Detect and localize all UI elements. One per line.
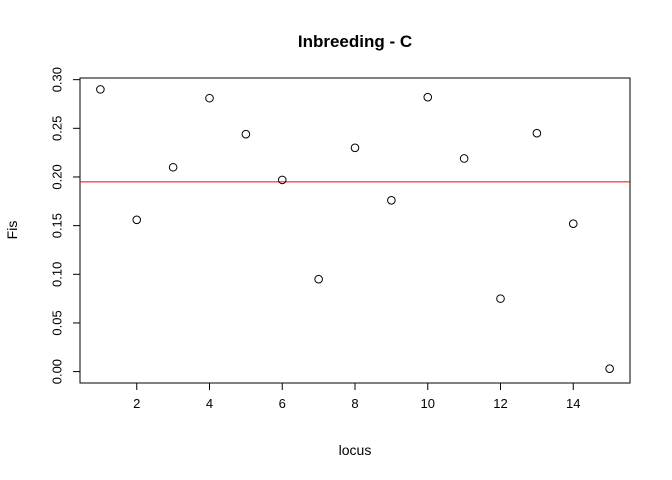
y-tick-label: 0.30 bbox=[49, 67, 64, 92]
x-tick-label: 6 bbox=[279, 396, 286, 411]
plot-frame bbox=[79, 77, 631, 384]
data-point bbox=[423, 92, 433, 102]
x-tick-label: 14 bbox=[566, 396, 580, 411]
data-point bbox=[532, 128, 542, 138]
y-tick-label: 0.25 bbox=[49, 116, 64, 141]
data-point bbox=[459, 154, 469, 163]
x-tick-label: 2 bbox=[133, 396, 140, 411]
x-tick-label: 12 bbox=[493, 396, 507, 411]
y-tick-label: 0.10 bbox=[49, 262, 64, 287]
x-axis-label: locus bbox=[339, 442, 372, 458]
data-point bbox=[314, 274, 323, 284]
x-tick-label: 4 bbox=[206, 396, 213, 411]
data-point bbox=[605, 364, 614, 373]
data-point bbox=[387, 196, 396, 205]
y-tick-label: 0.15 bbox=[49, 213, 64, 238]
chart-title: Inbreeding - C bbox=[298, 32, 412, 51]
data-point bbox=[350, 143, 360, 153]
data-points bbox=[96, 85, 614, 373]
data-point bbox=[241, 129, 251, 139]
data-point bbox=[168, 162, 178, 172]
data-point bbox=[277, 175, 287, 185]
data-point bbox=[568, 219, 578, 228]
data-point bbox=[132, 215, 142, 225]
y-tick-label: 0.00 bbox=[49, 359, 64, 384]
y-axis: 0.00 0.05 0.10 0.15 0.20 0.25 0.30 bbox=[49, 67, 81, 384]
data-point bbox=[496, 294, 505, 303]
y-tick-label: 0.20 bbox=[49, 164, 64, 189]
data-point bbox=[96, 85, 105, 94]
y-axis-label: Fis bbox=[4, 221, 20, 240]
data-point bbox=[205, 93, 214, 103]
y-tick-label: 0.05 bbox=[49, 310, 64, 335]
x-axis: 2 4 6 8 10 12 14 bbox=[133, 382, 580, 411]
x-tick-label: 8 bbox=[351, 396, 358, 411]
x-tick-label: 10 bbox=[421, 396, 435, 411]
